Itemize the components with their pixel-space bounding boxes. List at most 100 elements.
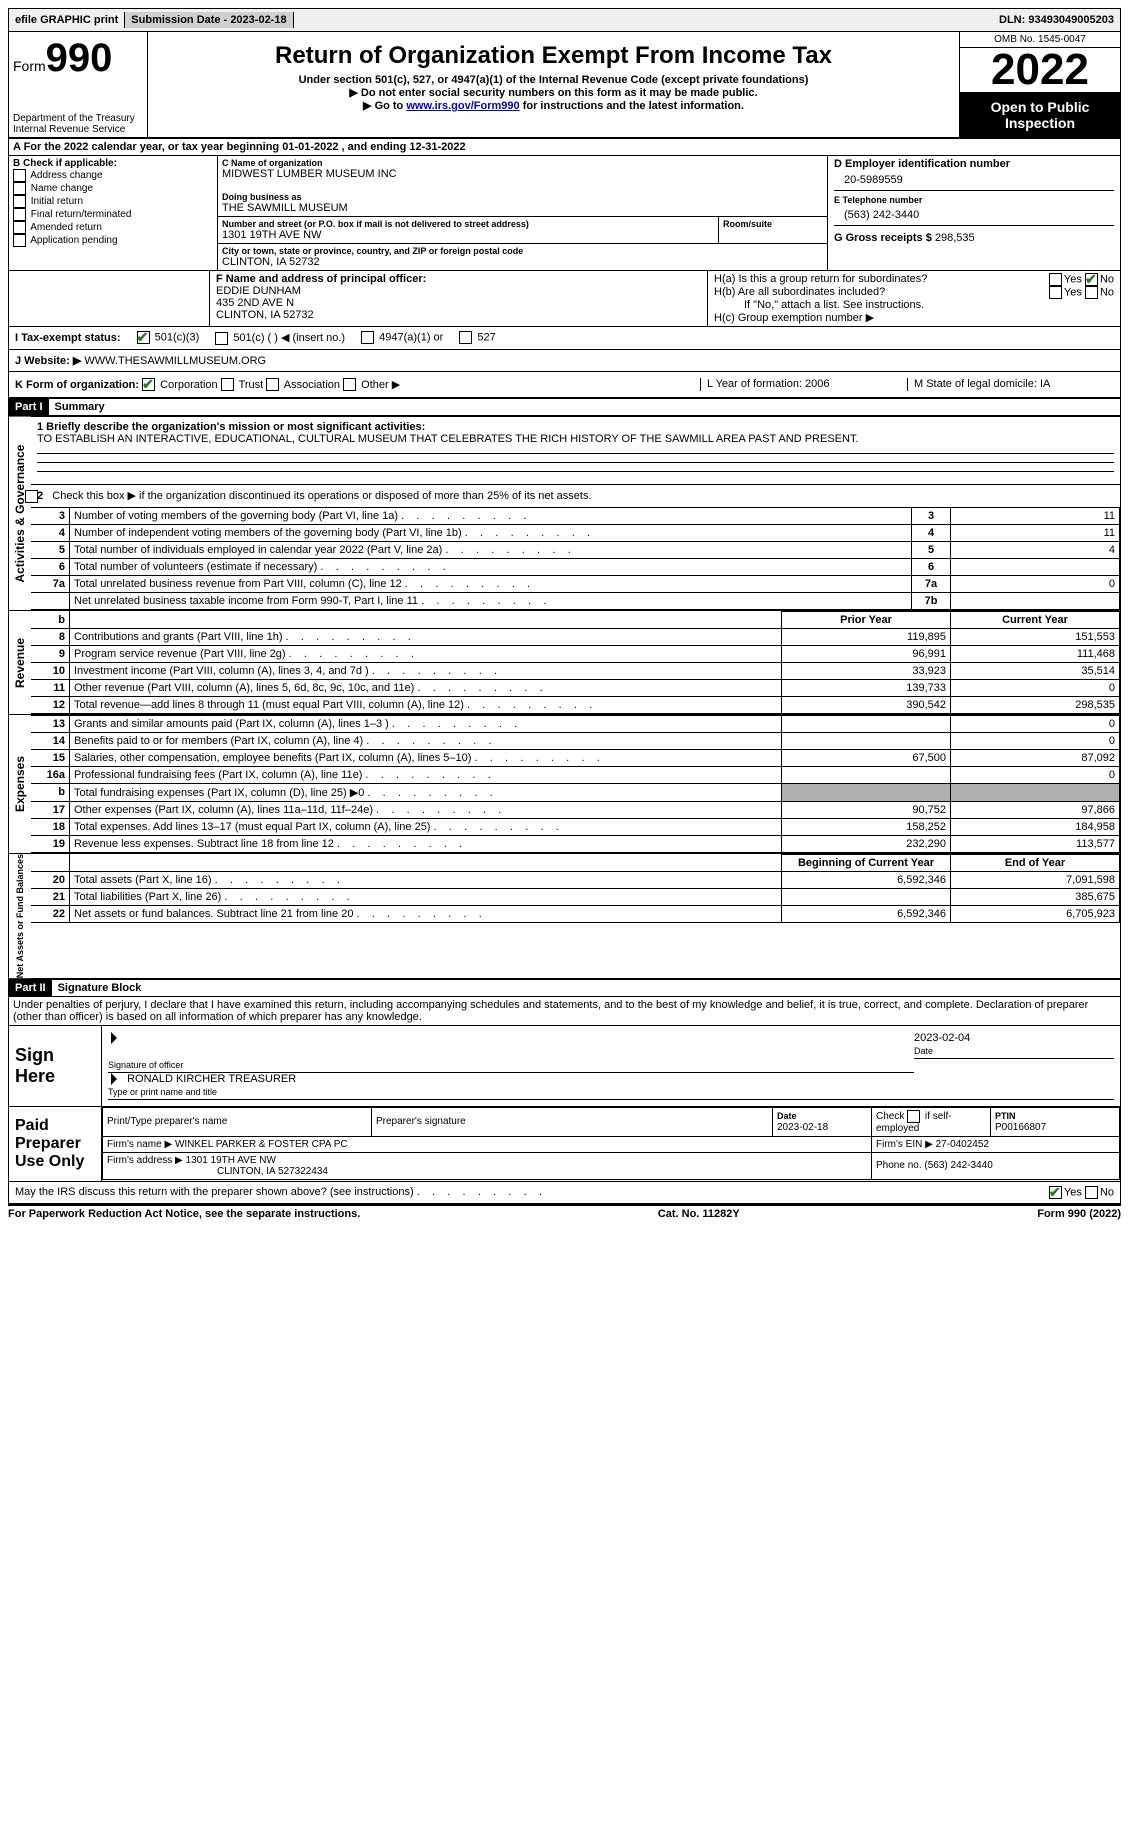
hb-yes[interactable] [1049,286,1062,299]
sig-date-label: Date [914,1044,1114,1059]
part1-header: Part I Summary [8,398,1121,416]
check-amended-return[interactable] [13,221,26,234]
net-assets-section: Net Assets or Fund Balances Beginning of… [8,854,1121,979]
table-row: Net unrelated business taxable income fr… [31,592,1120,609]
sign-here-block: Sign Here Signature of officer 2023-02-0… [8,1026,1121,1107]
open-to-public: Open to Public Inspection [960,93,1120,137]
check-association[interactable] [266,378,279,391]
check-trust[interactable] [221,378,234,391]
mission-box: 1 Briefly describe the organization's mi… [31,417,1120,485]
table-row: 21Total liabilities (Part X, line 26)385… [31,888,1120,905]
check-501c3[interactable] [137,331,150,344]
dln-label: DLN: 93493049005203 [993,12,1120,28]
net-sidelabel: Net Assets or Fund Balances [9,854,31,978]
ha-yes[interactable] [1049,273,1062,286]
check-name-change[interactable] [13,182,26,195]
check-4947[interactable] [361,331,374,344]
expenses-table: 13Grants and similar amounts paid (Part … [31,715,1120,853]
part2-label: Part II [9,980,52,996]
prep-sig-header: Preparer's signature [372,1107,773,1136]
form-number-box: Form990 Department of the Treasury Inter… [9,32,148,137]
col-c: C Name of organization MIDWEST LUMBER MU… [218,156,827,270]
check-discontinued[interactable] [25,490,38,503]
check-self-employed[interactable] [907,1110,920,1123]
officer-addr2: CLINTON, IA 52732 [216,309,701,321]
form-org-label: K Form of organization: [15,379,139,391]
expenses-section: Expenses 13Grants and similar amounts pa… [8,715,1121,854]
check-final-return[interactable] [13,208,26,221]
irs-link[interactable]: www.irs.gov/Form990 [406,100,519,112]
table-row: 3Number of voting members of the governi… [31,507,1120,524]
tel-value: (563) 242-3440 [834,205,1114,225]
sig-officer-label: Signature of officer [108,1058,914,1073]
ein-value: 20-5989559 [834,170,1114,190]
hb-note: If "No," attach a list. See instructions… [714,299,1114,311]
ptin: P00166807 [995,1122,1046,1133]
website-label: J Website: ▶ [15,355,81,367]
table-row: 13Grants and similar amounts paid (Part … [31,715,1120,732]
col-b-header: B Check if applicable: [13,158,213,169]
org-name-label: C Name of organization [222,158,823,168]
website-value: WWW.THESAWMILLMUSEUM.ORG [84,355,266,367]
end-year-header: End of Year [951,854,1120,871]
table-row: 19Revenue less expenses. Subtract line 1… [31,835,1120,852]
firm-ein: 27-0402452 [936,1139,989,1150]
check-527[interactable] [459,331,472,344]
officer-group-block: F Name and address of principal officer:… [8,271,1121,327]
city-label: City or town, state or province, country… [222,246,823,256]
form-header: Form990 Department of the Treasury Inter… [8,32,1121,139]
state-domicile: M State of legal domicile: IA [907,378,1114,392]
table-row: 12Total revenue—add lines 8 through 11 (… [31,696,1120,713]
officer-addr1: 435 2ND AVE N [216,297,701,309]
may-irs-q: May the IRS discuss this return with the… [15,1186,1049,1199]
may-irs-yes[interactable] [1049,1186,1062,1199]
ha-no[interactable] [1085,273,1098,286]
page-footer: For Paperwork Reduction Act Notice, see … [8,1204,1121,1220]
sig-date: 2023-02-04 [914,1032,1114,1044]
dba-name: THE SAWMILL MUSEUM [222,202,823,214]
check-initial-return[interactable] [13,195,26,208]
governance-sidelabel: Activities & Governance [9,417,31,610]
form-number: 990 [46,36,113,80]
table-row: 14Benefits paid to or for members (Part … [31,732,1120,749]
table-row: 16aProfessional fundraising fees (Part I… [31,766,1120,783]
table-row: 6Total number of volunteers (estimate if… [31,558,1120,575]
firm-addr2: CLINTON, IA 527322434 [107,1166,328,1177]
entity-block: B Check if applicable: Address change Na… [8,156,1121,271]
org-name: MIDWEST LUMBER MUSEUM INC [222,168,823,180]
part1-title: Summary [49,401,105,413]
officer-printed-name: RONALD KIRCHER TREASURER [127,1073,296,1085]
form-of-org-row: K Form of organization: Corporation Trus… [8,372,1121,399]
footer-mid: Cat. No. 11282Y [658,1208,740,1220]
submission-date-button[interactable]: Submission Date - 2023-02-18 [125,12,293,28]
title-box: Return of Organization Exempt From Incom… [148,32,960,137]
street-address: 1301 19TH AVE NW [222,229,714,241]
part2-header: Part II Signature Block [8,979,1121,997]
dba-label: Doing business as [222,192,823,202]
check-other[interactable] [343,378,356,391]
check-address-change[interactable] [13,169,26,182]
firm-phone: (563) 242-3440 [924,1160,992,1171]
check-corporation[interactable] [142,378,155,391]
may-irs-no[interactable] [1085,1186,1098,1199]
hb-no[interactable] [1085,286,1098,299]
note-ssn: Do not enter social security numbers on … [154,86,953,99]
officer-label: F Name and address of principal officer: [216,273,701,285]
prep-date: 2023-02-18 [777,1122,828,1133]
mission-text: TO ESTABLISH AN INTERACTIVE, EDUCATIONAL… [37,433,1114,445]
col-d: D Employer identification number 20-5989… [827,156,1120,270]
table-row: 5Total number of individuals employed in… [31,541,1120,558]
footer-left: For Paperwork Reduction Act Notice, see … [8,1208,360,1220]
table-row: 7aTotal unrelated business revenue from … [31,575,1120,592]
efile-label: efile GRAPHIC print [9,12,125,28]
expenses-sidelabel: Expenses [9,715,31,853]
prep-name-header: Print/Type preparer's name [103,1107,372,1136]
table-row: 11Other revenue (Part VIII, column (A), … [31,679,1120,696]
hc-label: H(c) Group exemption number ▶ [714,311,1114,324]
ha-label: H(a) Is this a group return for subordin… [714,273,1049,286]
check-application-pending[interactable] [13,234,26,247]
footer-right: Form 990 (2022) [1037,1208,1121,1220]
check-501c[interactable] [215,332,228,345]
year-formation: L Year of formation: 2006 [700,378,907,392]
current-year-header: Current Year [951,611,1120,628]
